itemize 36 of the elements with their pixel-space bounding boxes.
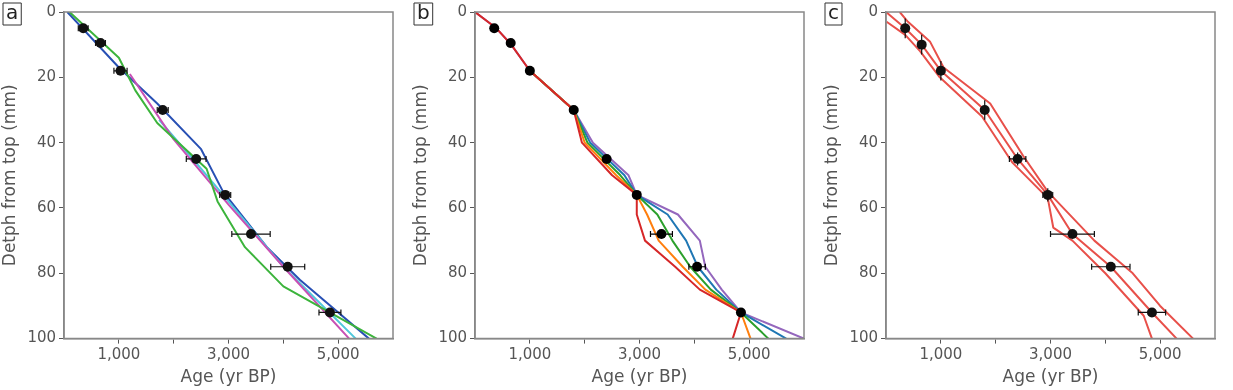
y-tick-label: 0 [46, 1, 57, 20]
y-tick-label: 60 [36, 197, 57, 216]
x-tick-label: 1,000 [508, 345, 552, 364]
x-tick-label: 5,000 [727, 345, 771, 364]
y-tick-label: 20 [36, 67, 57, 86]
x-axis-title: Age (yr BP) [180, 366, 277, 387]
x-tick-label: 5,000 [316, 345, 360, 364]
x-tick-label: 5,000 [1138, 345, 1182, 364]
x-axis-title: Age (yr BP) [1002, 366, 1099, 387]
x-axis-title: Age (yr BP) [591, 366, 688, 387]
y-tick-label: 40 [36, 132, 57, 151]
y-tick-label: 20 [447, 67, 468, 86]
y-tick-label: 100 [849, 328, 879, 347]
y-tick-label: 100 [27, 328, 57, 347]
x-tick-label: 3,000 [207, 345, 250, 364]
y-tick-label: 60 [858, 197, 879, 216]
y-axis-title: Detph from top (mm) [409, 84, 430, 267]
x-tick-label: 1,000 [919, 345, 963, 364]
y-tick-label: 0 [457, 1, 468, 20]
y-tick-label: 20 [858, 67, 879, 86]
x-tick-label: 1,000 [97, 345, 141, 364]
y-tick-label: 100 [438, 328, 468, 347]
y-tick-label: 40 [858, 132, 879, 151]
y-tick-label: 80 [36, 263, 57, 282]
text: b [417, 0, 430, 25]
text: c [828, 0, 839, 25]
x-tick-label: 3,000 [1029, 345, 1072, 364]
y-axis-title: Detph from top (mm) [820, 84, 841, 267]
text: a [6, 0, 19, 25]
y-tick-label: 40 [447, 132, 468, 151]
y-tick-label: 60 [447, 197, 468, 216]
x-tick-label: 3,000 [618, 345, 661, 364]
y-tick-label: 0 [868, 1, 879, 20]
y-tick-label: 80 [858, 263, 879, 282]
y-tick-label: 80 [447, 263, 468, 282]
y-axis-title: Detph from top (mm) [0, 84, 19, 267]
